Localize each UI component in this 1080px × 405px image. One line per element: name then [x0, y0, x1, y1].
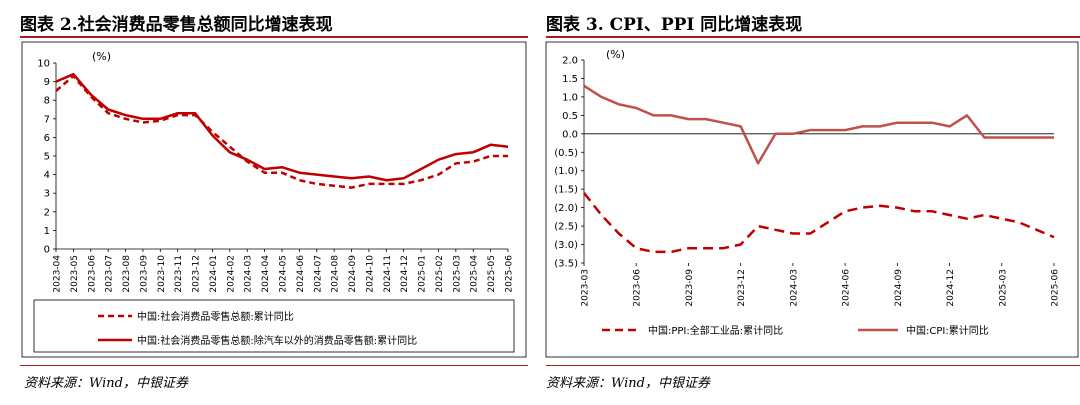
left-y-tick-label: 3 [44, 189, 50, 200]
left-x-tick-label: 2024-08 [331, 255, 341, 293]
left-x-tick-label: 2024-01 [209, 255, 219, 293]
left-x-tick-label: 2024-11 [383, 255, 393, 293]
right-y-tick-label: (1.0) [554, 166, 578, 177]
left-x-tick-label: 2025-02 [435, 255, 445, 293]
left-x-tick-label: 2025-01 [418, 255, 428, 293]
right-y-tick-label: 0.0 [562, 129, 578, 140]
right-x-tick-label: 2024-03 [789, 269, 799, 307]
right-y-tick-label: 1.5 [562, 74, 578, 85]
left-x-tick-label: 2023-09 [139, 255, 149, 293]
left-x-tick-label: 2024-09 [348, 255, 358, 293]
left-x-tick-label: 2023-05 [70, 255, 80, 293]
left-x-tick-label: 2023-06 [87, 255, 97, 293]
left-x-tick-label: 2023-11 [174, 255, 184, 293]
right-x-tick-label: 2024-09 [894, 269, 904, 307]
left-source-note: 资料来源：Wind，中银证券 [24, 376, 188, 391]
left-y-tick-label: 1 [44, 226, 50, 237]
left-x-tick-label: 2025-04 [470, 255, 480, 293]
left-x-tick-label: 2023-04 [53, 255, 63, 293]
left-y-tick-label: 0 [44, 245, 50, 256]
right-legend: 中国:PPI:全部工业品:累计同比 中国:CPI:累计同比 [602, 324, 989, 337]
right-series-line-1 [583, 84, 1054, 165]
left-x-tick-label: 2024-05 [279, 255, 289, 293]
left-unit-label: (%) [92, 50, 111, 63]
left-x-tick-label: 2023-07 [105, 255, 115, 293]
right-y-tick-label: 0.5 [562, 111, 578, 122]
left-x-tick-label: 2025-03 [452, 255, 462, 293]
left-title-rule [20, 36, 528, 38]
right-x-tick-label: 2025-06 [1051, 269, 1061, 307]
right-y-tick-label: (3.0) [554, 240, 578, 251]
legend-label-retail-total: 中国:社会消费品零售总额:累计同比 [137, 310, 294, 323]
left-series-line-1 [55, 72, 509, 182]
left-x-tick-label: 2025-05 [487, 255, 497, 293]
left-y-tick-label: 9 [44, 77, 50, 88]
right-source-note: 资料来源：Wind，中银证券 [546, 376, 710, 391]
left-y-tick-label: 6 [44, 133, 50, 144]
right-x-tick-label: 2023-03 [581, 269, 591, 307]
right-y-tick-label: 1.0 [562, 92, 578, 103]
left-bottom-rule [20, 365, 528, 366]
right-series-line-0 [583, 192, 1055, 254]
right-title-rule [546, 36, 1080, 38]
right-x-tick-label: 2023-06 [633, 269, 643, 307]
right-x-tick-label: 2024-06 [842, 269, 852, 307]
legend-label-cpi: 中国:CPI:累计同比 [906, 324, 989, 337]
right-unit-label: (%) [606, 48, 625, 61]
left-legend-box [33, 299, 515, 353]
right-bottom-rule [546, 365, 1080, 366]
left-y-tick-label: 5 [44, 152, 50, 163]
right-x-tick-label: 2025-03 [998, 269, 1008, 307]
legend-label-ppi: 中国:PPI:全部工业品:累计同比 [648, 324, 783, 337]
right-y-tick-label: (3.5) [554, 259, 578, 270]
left-y-tick-label: 7 [44, 114, 50, 125]
left-x-tick-label: 2024-03 [244, 255, 254, 293]
right-y-tick-label: (2.5) [554, 222, 578, 233]
right-y-tick-label: (1.5) [554, 185, 578, 196]
left-x-tick-label: 2025-06 [505, 255, 515, 293]
left-series-line-0 [55, 74, 508, 189]
retail-sales-chart: (%) 0 1 2 3 4 5 6 7 8 9 10 2023-04 2023-05 2023-06 202… [21, 41, 527, 358]
left-figure-panel: 图表 2.社会消费品零售总额同比增速表现 (%) 0 1 2 3 4 5 6 7 8 9 10 202… [0, 0, 530, 405]
left-x-tick-label: 2023-08 [122, 255, 132, 293]
left-x-tick-label: 2024-06 [296, 255, 306, 293]
left-x-tick-label: 2024-04 [261, 255, 271, 293]
left-x-tick-label: 2023-10 [157, 255, 167, 293]
left-figure-title: 图表 2.社会消费品零售总额同比增速表现 [20, 15, 333, 35]
left-chart-frame [21, 41, 527, 358]
legend-label-retail-ex-auto: 中国:社会消费品零售总额:除汽车以外的消费品零售额:累计同比 [137, 334, 417, 347]
left-y-tick-label: 10 [37, 59, 50, 70]
left-x-tick-label: 2024-12 [400, 255, 410, 293]
left-legend: 中国:社会消费品零售总额:累计同比 中国:社会消费品零售总额:除汽车以外的消费品… [98, 310, 417, 347]
right-figure-title: 图表 3. CPI、PPI 同比增速表现 [546, 15, 803, 35]
left-x-tick-label: 2024-07 [313, 255, 323, 293]
right-figure-panel: 图表 3. CPI、PPI 同比增速表现 (%) (3.5) (3.0) (2.5)… [540, 0, 1080, 405]
right-y-tick-label: (0.5) [554, 148, 578, 159]
right-chart-frame [545, 41, 1079, 358]
right-y-tick-label: (2.0) [554, 203, 578, 214]
left-y-tick-label: 2 [44, 207, 50, 218]
left-y-tick-label: 8 [44, 96, 50, 107]
right-x-tick-label: 2023-12 [737, 269, 747, 307]
right-x-tick-label: 2023-09 [685, 269, 695, 307]
cpi-ppi-chart: (%) (3.5) (3.0) (2.5) (2.0) (1.5) (1.0) (0.5) 0… [545, 41, 1079, 358]
left-x-tick-label: 2023-12 [192, 255, 202, 293]
left-y-tick-label: 4 [44, 170, 50, 181]
right-x-tick-label: 2024-12 [946, 269, 956, 307]
right-y-tick-label: 2.0 [562, 56, 578, 67]
left-x-tick-label: 2024-02 [226, 255, 236, 293]
left-x-tick-label: 2024-10 [365, 255, 375, 293]
